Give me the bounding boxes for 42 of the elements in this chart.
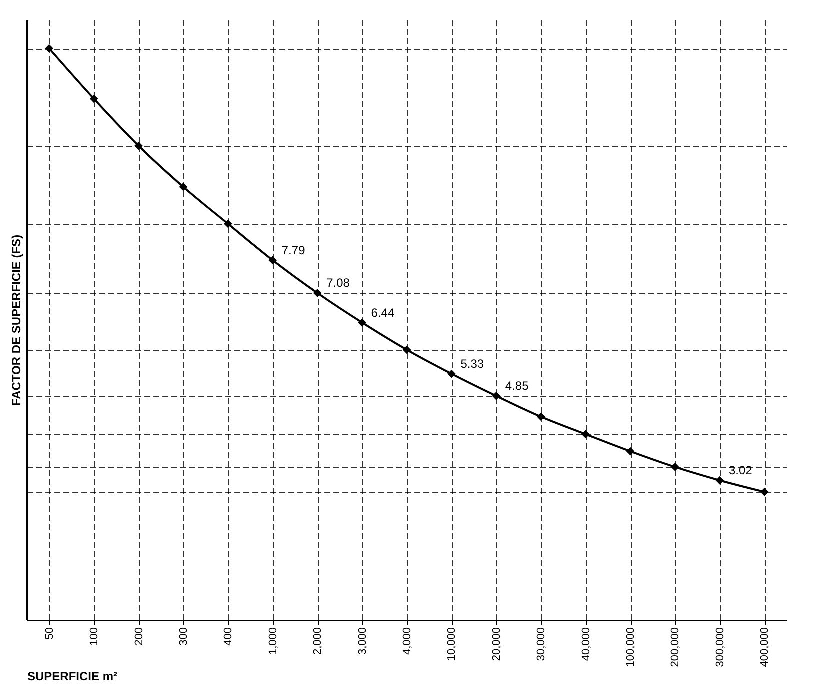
x-tick-label: 300 (178, 628, 190, 646)
point (716, 476, 724, 485)
x-tick-label: 10,000 (446, 628, 458, 662)
x-axis-title: SUPERFICIE m² (28, 669, 118, 684)
data-label: 7.79 (282, 243, 306, 258)
point (90, 94, 98, 104)
point (179, 182, 188, 192)
data-label: 4.85 (505, 379, 530, 394)
x-tick-label: 4,000 (402, 628, 414, 656)
point (760, 488, 769, 496)
x-tick-label: 400,000 (759, 628, 772, 668)
x-tick-label: 20,000 (490, 628, 503, 662)
x-tick-label: 200 (133, 628, 146, 646)
data-label: 3.02 (728, 464, 753, 478)
point (268, 256, 278, 265)
x-tick-label: 400 (222, 628, 235, 646)
data-label: 5.33 (460, 357, 484, 371)
x-tick-label: 50 (44, 628, 56, 640)
x-tick-label: 100 (88, 628, 101, 646)
point (224, 220, 232, 228)
point (536, 412, 546, 422)
point (134, 142, 143, 150)
x-tick-label: 200,000 (670, 628, 682, 668)
point (626, 447, 635, 456)
x-tick-label: 2,000 (312, 628, 324, 656)
point (402, 346, 412, 354)
x-tick-label: 40,000 (580, 628, 592, 662)
x-tick-label: 1,000 (267, 628, 280, 656)
point (671, 463, 680, 472)
point (358, 318, 366, 327)
x-tick-label: 100,000 (625, 628, 638, 668)
point (582, 430, 590, 439)
data-label: 6.44 (371, 306, 395, 320)
point (45, 44, 54, 53)
point (313, 289, 322, 298)
point (448, 370, 456, 378)
x-tick-label: 3,000 (356, 628, 369, 656)
x-tick-label: 300,000 (714, 628, 726, 668)
y-axis-title: FACTOR DE SUPERFICIE (FS) (10, 234, 24, 406)
point (492, 392, 501, 400)
x-tick-label: 30,000 (536, 628, 548, 662)
data-label: 7.08 (326, 276, 350, 290)
